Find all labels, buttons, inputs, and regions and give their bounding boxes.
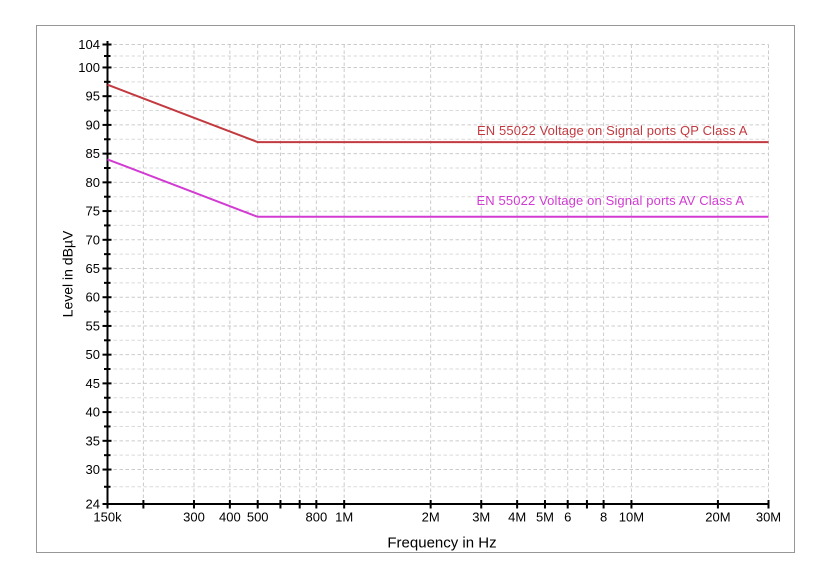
svg-text:75: 75: [86, 204, 100, 219]
svg-text:4M: 4M: [508, 510, 526, 525]
svg-text:20M: 20M: [705, 510, 730, 525]
svg-text:30: 30: [86, 462, 100, 477]
svg-text:6: 6: [564, 510, 571, 525]
svg-text:104: 104: [78, 37, 100, 52]
svg-text:65: 65: [86, 261, 100, 276]
svg-text:100: 100: [78, 60, 100, 75]
svg-text:300: 300: [183, 510, 205, 525]
svg-text:70: 70: [86, 232, 100, 247]
svg-text:400: 400: [219, 510, 241, 525]
svg-text:8: 8: [600, 510, 607, 525]
svg-text:EN 55022 Voltage on Signal por: EN 55022 Voltage on Signal ports AV Clas…: [477, 193, 745, 208]
svg-text:95: 95: [86, 89, 100, 104]
svg-text:30M: 30M: [756, 510, 781, 525]
svg-text:35: 35: [86, 433, 100, 448]
svg-text:800: 800: [305, 510, 327, 525]
svg-text:60: 60: [86, 290, 100, 305]
svg-text:40: 40: [86, 405, 100, 420]
svg-text:Level in dBµV: Level in dBµV: [60, 230, 76, 317]
svg-text:80: 80: [86, 175, 100, 190]
svg-text:Frequency in Hz: Frequency in Hz: [387, 535, 496, 552]
svg-text:150k: 150k: [93, 510, 122, 525]
svg-text:1M: 1M: [335, 510, 353, 525]
svg-text:85: 85: [86, 146, 100, 161]
svg-text:90: 90: [86, 117, 100, 132]
svg-text:55: 55: [86, 318, 100, 333]
svg-text:45: 45: [86, 376, 100, 391]
svg-text:2M: 2M: [422, 510, 440, 525]
svg-text:10M: 10M: [619, 510, 644, 525]
svg-text:EN 55022 Voltage on Signal por: EN 55022 Voltage on Signal ports QP Clas…: [477, 123, 748, 138]
svg-text:500: 500: [247, 510, 269, 525]
svg-text:5M: 5M: [536, 510, 554, 525]
svg-text:50: 50: [86, 347, 100, 362]
svg-text:24: 24: [86, 497, 100, 512]
svg-text:3M: 3M: [472, 510, 490, 525]
